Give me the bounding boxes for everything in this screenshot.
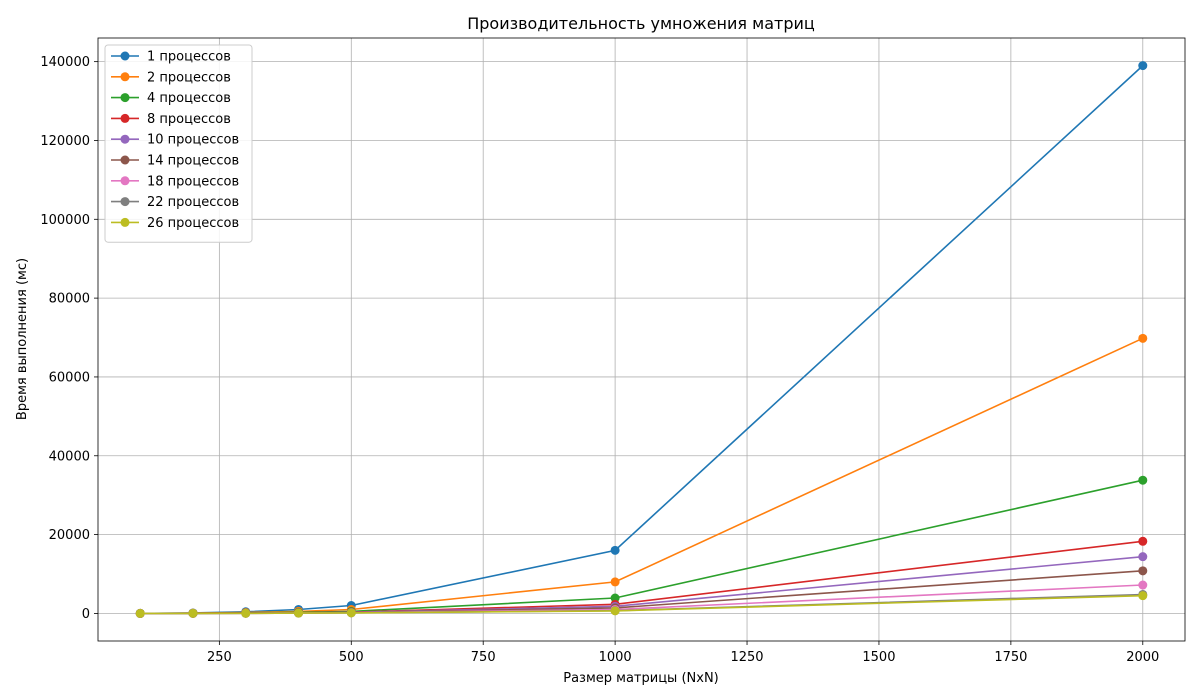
series-line	[140, 540, 1143, 615]
data-point	[1138, 591, 1148, 601]
legend-marker	[120, 197, 130, 207]
series-line	[140, 65, 1144, 615]
x-tick-label: 500	[339, 650, 364, 665]
data-point	[294, 608, 304, 618]
y-tick-label: 20000	[49, 528, 90, 543]
y-tick-label: 60000	[49, 370, 90, 385]
legend-marker	[120, 155, 130, 165]
legend-label: 4 процессов	[147, 91, 231, 106]
data-point	[346, 608, 356, 618]
x-axis-title: Размер матрицы (NxN)	[563, 671, 719, 686]
data-point	[1138, 552, 1148, 562]
legend-marker	[120, 217, 130, 227]
data-point	[610, 606, 620, 616]
legend-marker	[120, 51, 130, 61]
series-line	[140, 555, 1143, 615]
series-group	[135, 61, 1148, 618]
data-point	[1138, 536, 1148, 546]
y-tick-label: 0	[82, 607, 90, 622]
data-point	[610, 593, 620, 603]
legend-label: 10 процессов	[147, 133, 239, 148]
legend-marker	[120, 134, 130, 144]
y-tick-label: 100000	[40, 213, 90, 228]
data-point	[1138, 475, 1148, 485]
legend-marker	[120, 113, 130, 123]
legend-marker	[120, 93, 130, 103]
x-tick-label: 1750	[994, 650, 1027, 665]
y-tick-label: 120000	[40, 134, 90, 149]
y-tick-label: 80000	[49, 292, 90, 307]
data-point	[1138, 61, 1148, 71]
data-point	[610, 577, 620, 587]
axes: 250 500 750 1000 1250 1500 1750 200002000040000…	[40, 37, 1186, 665]
legend-label: 26 процессов	[147, 216, 239, 231]
legend-label: 2 процессов	[147, 70, 231, 85]
legend-label: 18 процессов	[147, 174, 239, 189]
x-tick-label: 1500	[862, 650, 895, 665]
data-point	[135, 608, 145, 618]
y-tick-label: 140000	[40, 55, 90, 70]
legend: 1 процессов 2 процессов 4 процессов 8 проце…	[104, 44, 253, 243]
x-tick-label: 1000	[599, 650, 632, 665]
y-tick-label: 40000	[49, 449, 90, 464]
series-line	[140, 337, 1144, 615]
data-point	[1138, 333, 1148, 343]
legend-marker	[120, 176, 130, 186]
legend-label: 14 процессов	[147, 154, 239, 169]
x-tick-label: 1250	[730, 650, 763, 665]
series-line	[140, 479, 1143, 615]
legend-label: 1 процессов	[147, 50, 231, 65]
legend-box	[104, 44, 253, 243]
legend-label: 22 процессов	[147, 195, 239, 210]
data-point	[610, 545, 620, 555]
y-axis-title: Время выполнения (мс)	[15, 258, 30, 420]
x-tick-label: 250	[207, 650, 232, 665]
x-tick-label: 2000	[1126, 650, 1159, 665]
x-tick-label: 750	[471, 650, 496, 665]
data-point	[1138, 580, 1148, 590]
legend-marker	[120, 72, 130, 82]
plot-frame	[97, 37, 1186, 642]
legend-label: 8 процессов	[147, 112, 231, 127]
data-point	[1138, 566, 1148, 576]
data-point	[188, 608, 198, 618]
grid-lines	[98, 38, 1185, 641]
data-point	[241, 608, 251, 618]
chart-title: Производительность умножения матриц	[467, 14, 815, 33]
